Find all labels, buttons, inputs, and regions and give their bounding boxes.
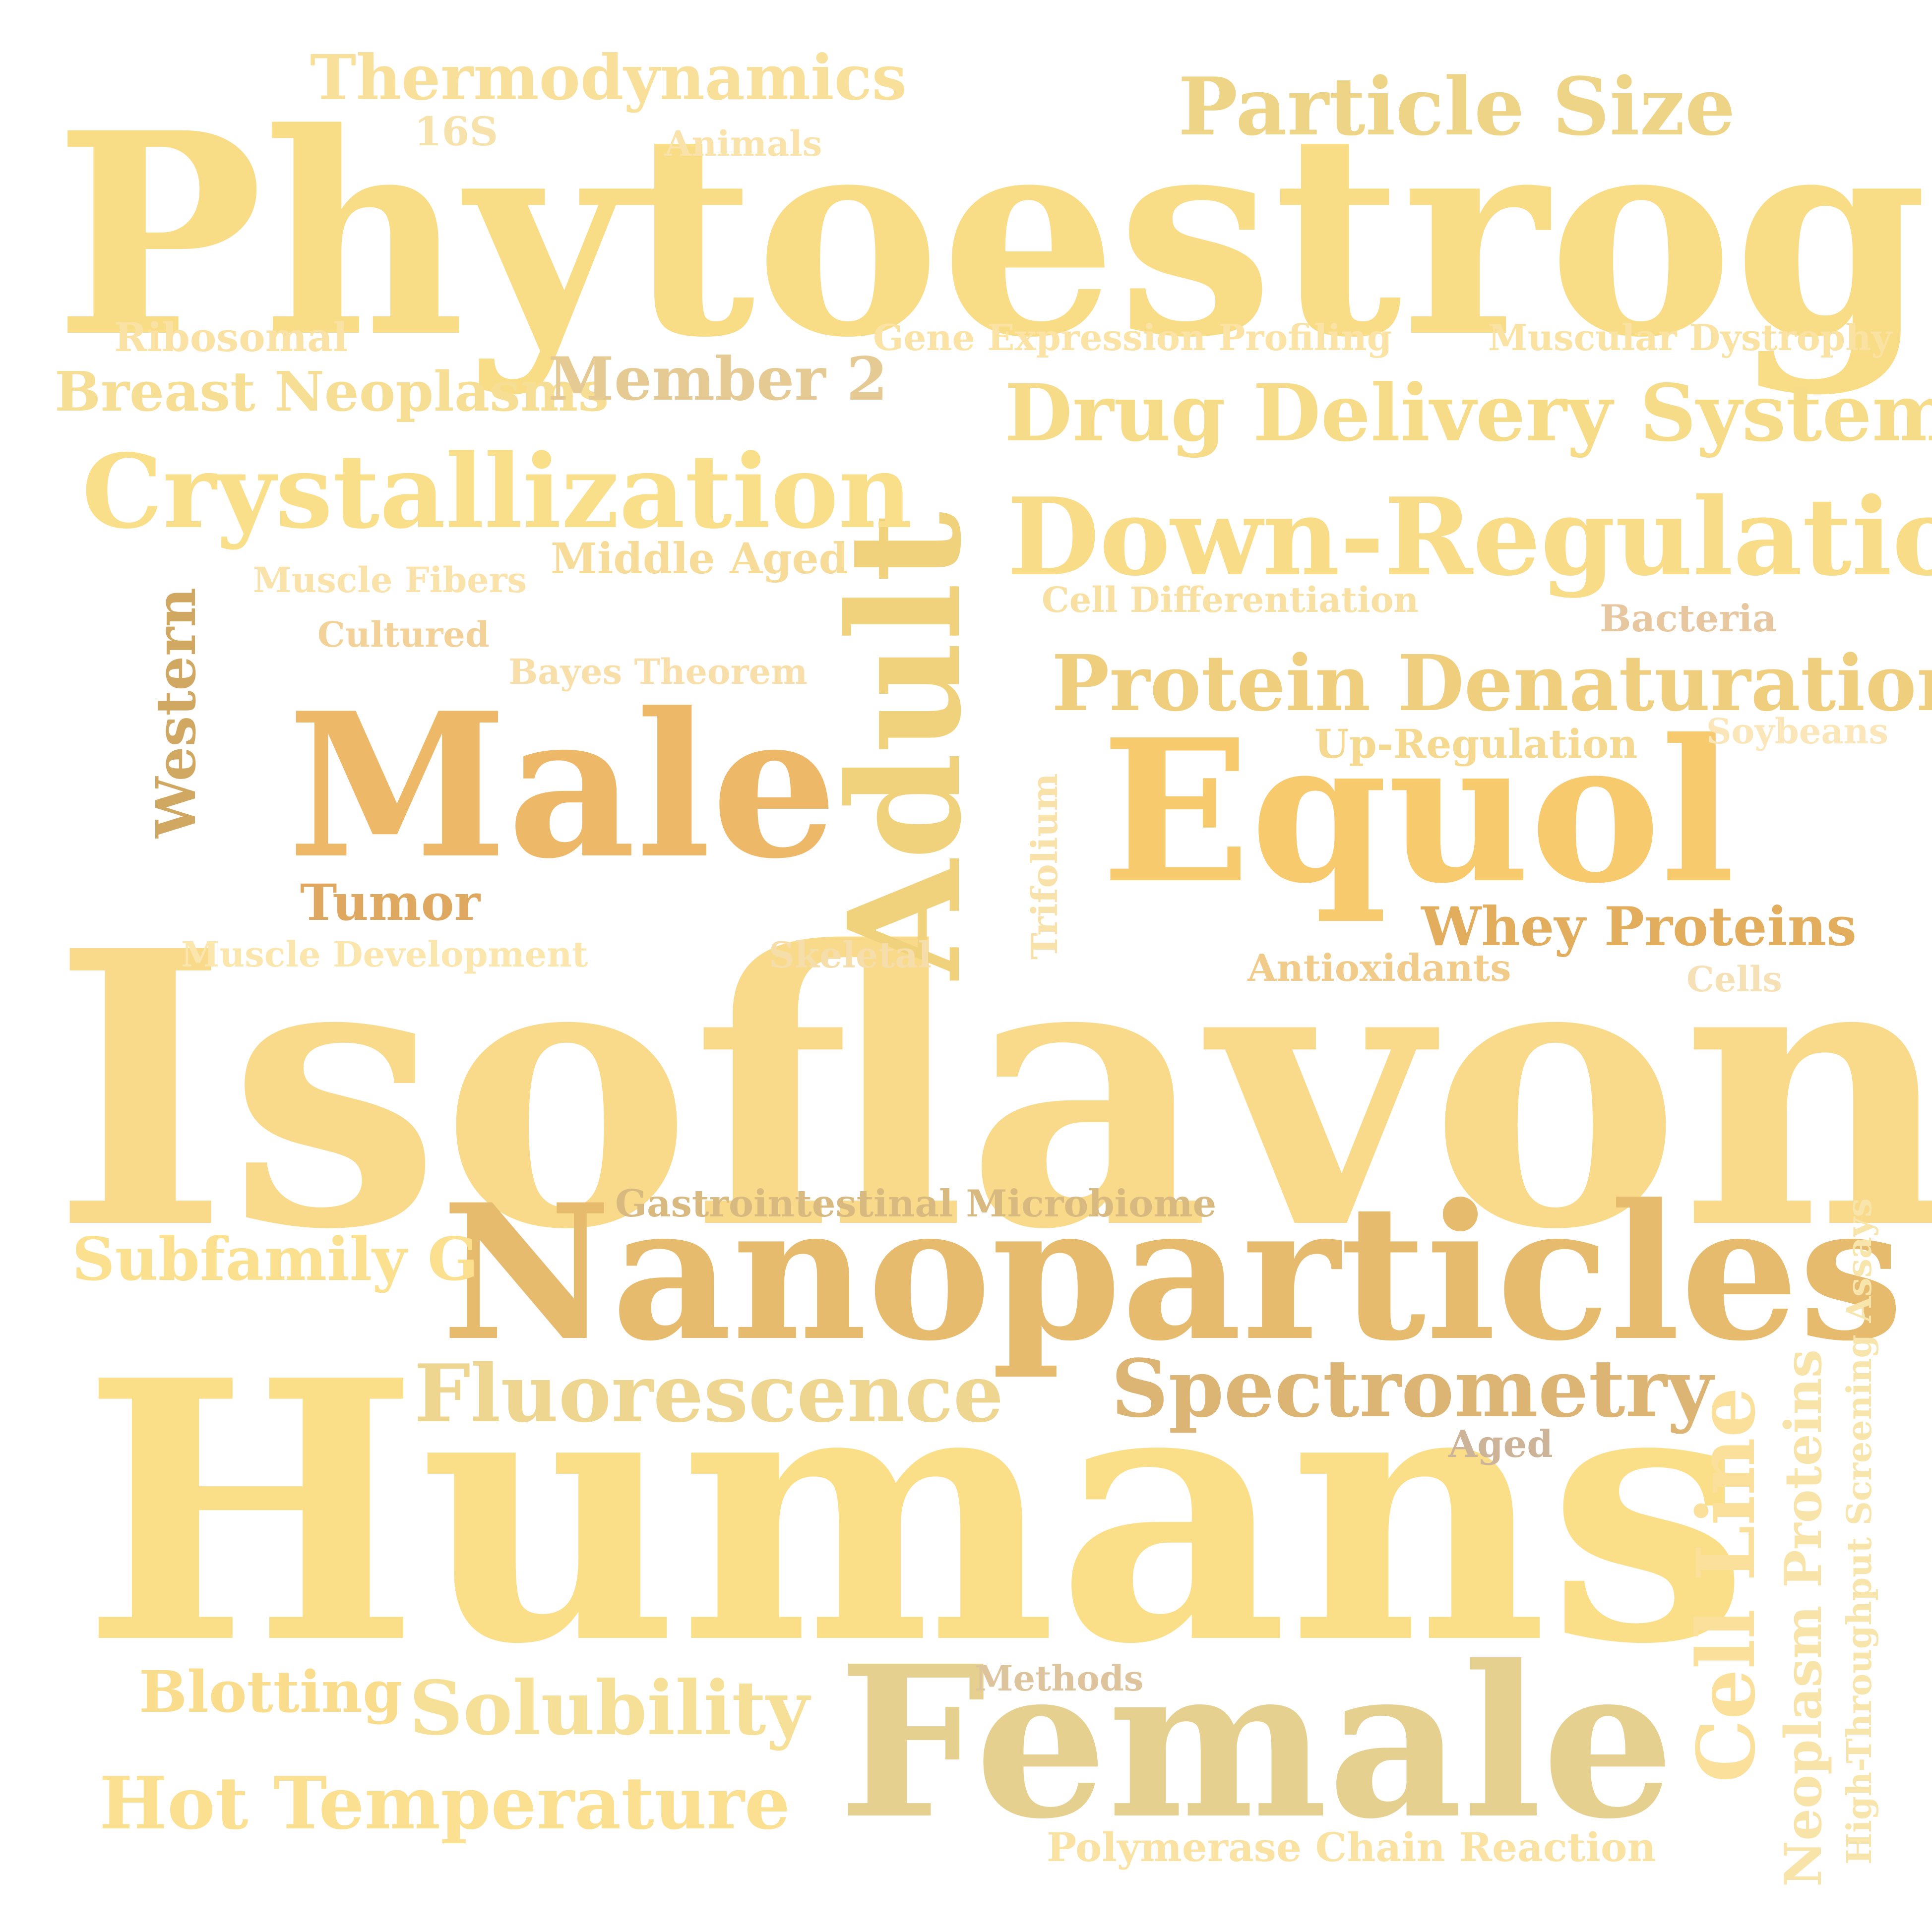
word-nanoparticles: Nanoparticles	[441, 1164, 1904, 1382]
word-particle-size: Particle Size	[1178, 60, 1736, 153]
word-polymerase-chain-reaction: Polymerase Chain Reaction	[1047, 1824, 1656, 1871]
word-spectrometry: Spectrometry	[1111, 1342, 1713, 1435]
word-bayes-theorem: Bayes Theorem	[508, 651, 808, 692]
word-cells: Cells	[1686, 959, 1782, 1000]
word-gastrointestinal-microbiome: Gastrointestinal Microbiome	[615, 1182, 1217, 1225]
word-cell-line: Cell Line	[1680, 1387, 1773, 1783]
word-cell-differentiation: Cell Differentiation	[1042, 579, 1419, 620]
word-thermodynamics: Thermodynamics	[310, 42, 907, 114]
word-down-regulation: Down-Regulation	[1007, 474, 1932, 600]
word-member-2: Member 2	[548, 344, 888, 414]
word-solubility: Solubility	[409, 1665, 810, 1752]
word-neoplasm-proteins: Neoplasm Proteins	[1774, 1349, 1833, 1887]
word-aged: Aged	[1448, 1422, 1553, 1466]
word-hot-temperature: Hot Temperature	[99, 1761, 791, 1846]
word-muscle-development: Muscle Development	[181, 934, 588, 975]
word-male: Male	[288, 669, 838, 903]
word-adult: Adult	[815, 511, 996, 979]
word-female: Female	[838, 1621, 1675, 1865]
word-phytoestrogens: Phytoestrogens	[55, 72, 1932, 399]
word-muscular-dystrophy: Muscular Dystrophy	[1488, 316, 1892, 359]
word-soybeans: Soybeans	[1706, 711, 1889, 752]
word-crystallization: Crystallization	[82, 432, 913, 551]
word-isoflavones: Isoflavones	[52, 869, 1932, 1312]
word-16s: 16S	[414, 108, 499, 155]
word-animals: Animals	[665, 123, 822, 164]
word-high-throughput-screening-assays: High-Throughput Screening Assays	[1840, 1198, 1879, 1865]
word-humans: Humans	[82, 1303, 1749, 1722]
word-methods: Methods	[975, 1658, 1144, 1699]
word-trifolium: Trifolium	[1023, 773, 1065, 960]
word-equol: Equol	[1101, 697, 1735, 927]
word-subfamily-g: Subfamily G	[72, 1224, 479, 1294]
word-tumor: Tumor	[300, 873, 481, 932]
word-muscle-fibers: Muscle Fibers	[253, 559, 527, 601]
word-breast-neoplasms: Breast Neoplasms	[55, 360, 609, 423]
word-drug-delivery-systems: Drug Delivery Systems	[1004, 367, 1932, 459]
word-fluorescence: Fluorescence	[414, 1347, 1004, 1440]
word-ribosomal: Ribosomal	[114, 314, 348, 361]
word-middle-aged: Middle Aged	[551, 534, 849, 584]
word-cultured: Cultured	[317, 614, 490, 655]
word-blotting: Blotting	[139, 1659, 403, 1726]
word-up-regulation: Up-Regulation	[1314, 721, 1638, 767]
word-gene-expression-profiling: Gene Expression Profiling	[873, 316, 1392, 359]
word-bacteria: Bacteria	[1600, 597, 1777, 640]
word-antioxidants: Antioxidants	[1247, 946, 1511, 990]
word-protein-denaturation: Protein Denaturation	[1052, 638, 1932, 728]
word-whey-proteins: Whey Proteins	[1421, 896, 1857, 958]
word-skeletal: Skeletal	[769, 934, 932, 976]
word-western: Western	[144, 587, 208, 838]
